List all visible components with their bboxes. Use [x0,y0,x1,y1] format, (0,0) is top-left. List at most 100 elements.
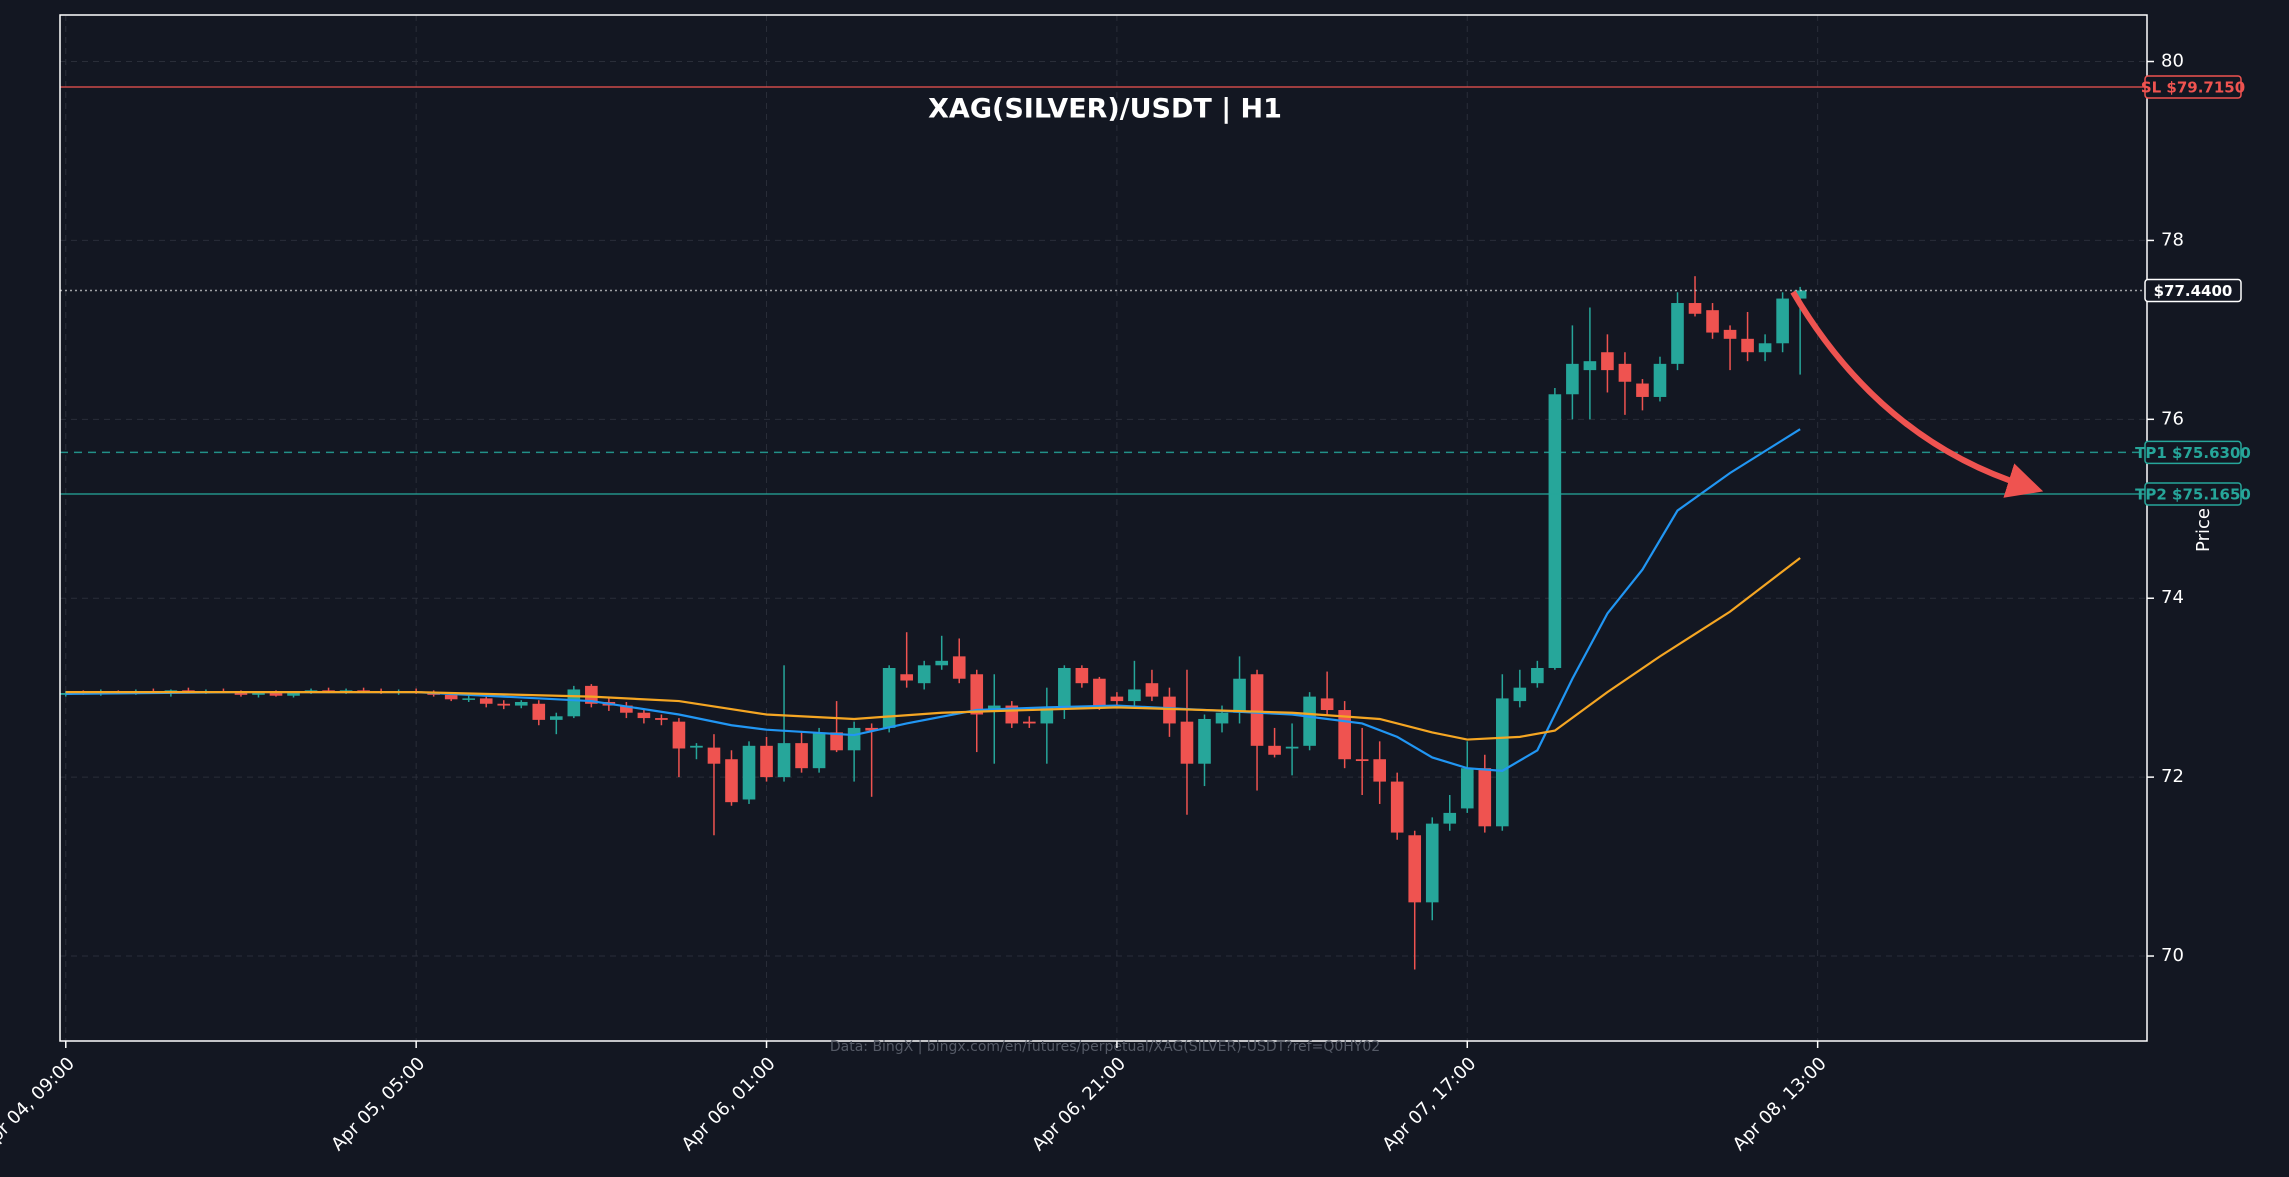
candle-body [865,727,878,731]
candle-body [1653,363,1667,397]
candle-body [549,716,563,720]
price-level-badge [2144,75,2242,99]
candle-body [1583,361,1597,371]
candle-body [1793,290,1807,299]
candle-body [1285,746,1299,749]
candle-body [1723,329,1737,339]
candle-body [777,743,791,778]
candle-body [1023,721,1036,724]
candle-body [1058,667,1071,708]
candle-body [1688,303,1702,314]
moving-average-line [65,557,1801,741]
candle-body [672,721,686,749]
candle-body [514,701,528,706]
candle-body [1110,696,1124,702]
candle-body [760,745,773,778]
candle-body [1548,394,1562,668]
candle-body [479,698,493,704]
candle-body [1671,303,1684,364]
candle-body [462,698,476,700]
candle-body [1373,759,1386,782]
candle-body [1198,718,1211,764]
candle-body [1496,698,1509,827]
candle-body [987,705,1001,711]
candle-body [252,693,265,695]
y-tick-label: 72 [2161,766,2184,787]
candle-body [1093,678,1106,706]
candle-body [269,693,283,696]
candle-body [725,759,738,803]
candle-body [917,665,931,684]
candle-body [59,693,73,695]
candle-body [1758,343,1772,353]
y-tick-label: 78 [2161,229,2184,250]
candle-body [444,694,458,700]
y-axis-label: Price [2193,508,2214,552]
candle-body [952,656,966,679]
candle-body [1075,667,1089,684]
y-tick-label: 74 [2161,587,2184,608]
candle-body [655,718,668,720]
candle-body [900,674,913,681]
candle-body [1303,696,1316,746]
price-level-label: TP2 $75.1650 [2135,486,2251,504]
candle-body [1478,768,1492,827]
candle-body [690,745,703,748]
price-level-label: TP1 $75.6300 [2135,444,2251,462]
candle-body [1513,687,1527,702]
y-tick-label: 76 [2161,408,2184,429]
candle-body [1040,707,1054,724]
candle-body [1320,698,1334,711]
plot-frame [59,14,2148,1042]
candle-body [1250,674,1264,746]
candle-body [1408,835,1422,903]
candle-body [497,703,511,706]
candle-body [847,727,861,751]
candle-body [742,745,756,800]
candle-body [935,660,949,666]
candle-body [234,692,248,695]
price-level-badge [2144,482,2242,506]
price-level-badge [2144,440,2242,465]
candle-body [970,674,984,715]
y-tick-label: 80 [2161,51,2184,72]
projection-arrow [1790,290,2044,498]
candle-body [637,712,651,719]
candle-body [1618,363,1632,382]
y-tick-label: 70 [2161,945,2184,966]
candle-body [1531,667,1544,684]
candle-body [1776,298,1789,344]
candle-body [1268,745,1281,755]
candle-body [287,692,300,696]
source-watermark: Data: BingX | bingx.com/en/futures/perpe… [830,1039,1380,1055]
candle-body [795,743,808,769]
price-level-badge [2144,278,2242,303]
candle-body [1443,812,1457,824]
candle-body [707,747,721,764]
candle-body [882,667,896,728]
candle-body [1180,721,1194,764]
candle-body [1128,689,1141,702]
candle-body [1145,683,1159,697]
candle-body [585,685,598,704]
candle-body [1215,712,1229,724]
candle-body [1636,383,1649,397]
price-level-label: SL $79.7150 [2141,79,2245,97]
candle-body [1706,310,1719,333]
candle-body [1741,338,1754,353]
candle-body [1601,352,1614,371]
candle-body [1425,823,1439,903]
candle-body [830,732,843,751]
candle-body [1233,678,1246,713]
candle-body [812,732,826,769]
candle-body [567,689,581,717]
candle-body [620,705,633,713]
chart-title: XAG(SILVER)/USDT | H1 [928,94,1282,125]
candle-body [1390,781,1404,833]
candle-body [532,703,546,720]
candle-body [1355,759,1369,762]
candle-body [1460,768,1474,809]
price-level-label: $77.4400 [2154,282,2233,300]
